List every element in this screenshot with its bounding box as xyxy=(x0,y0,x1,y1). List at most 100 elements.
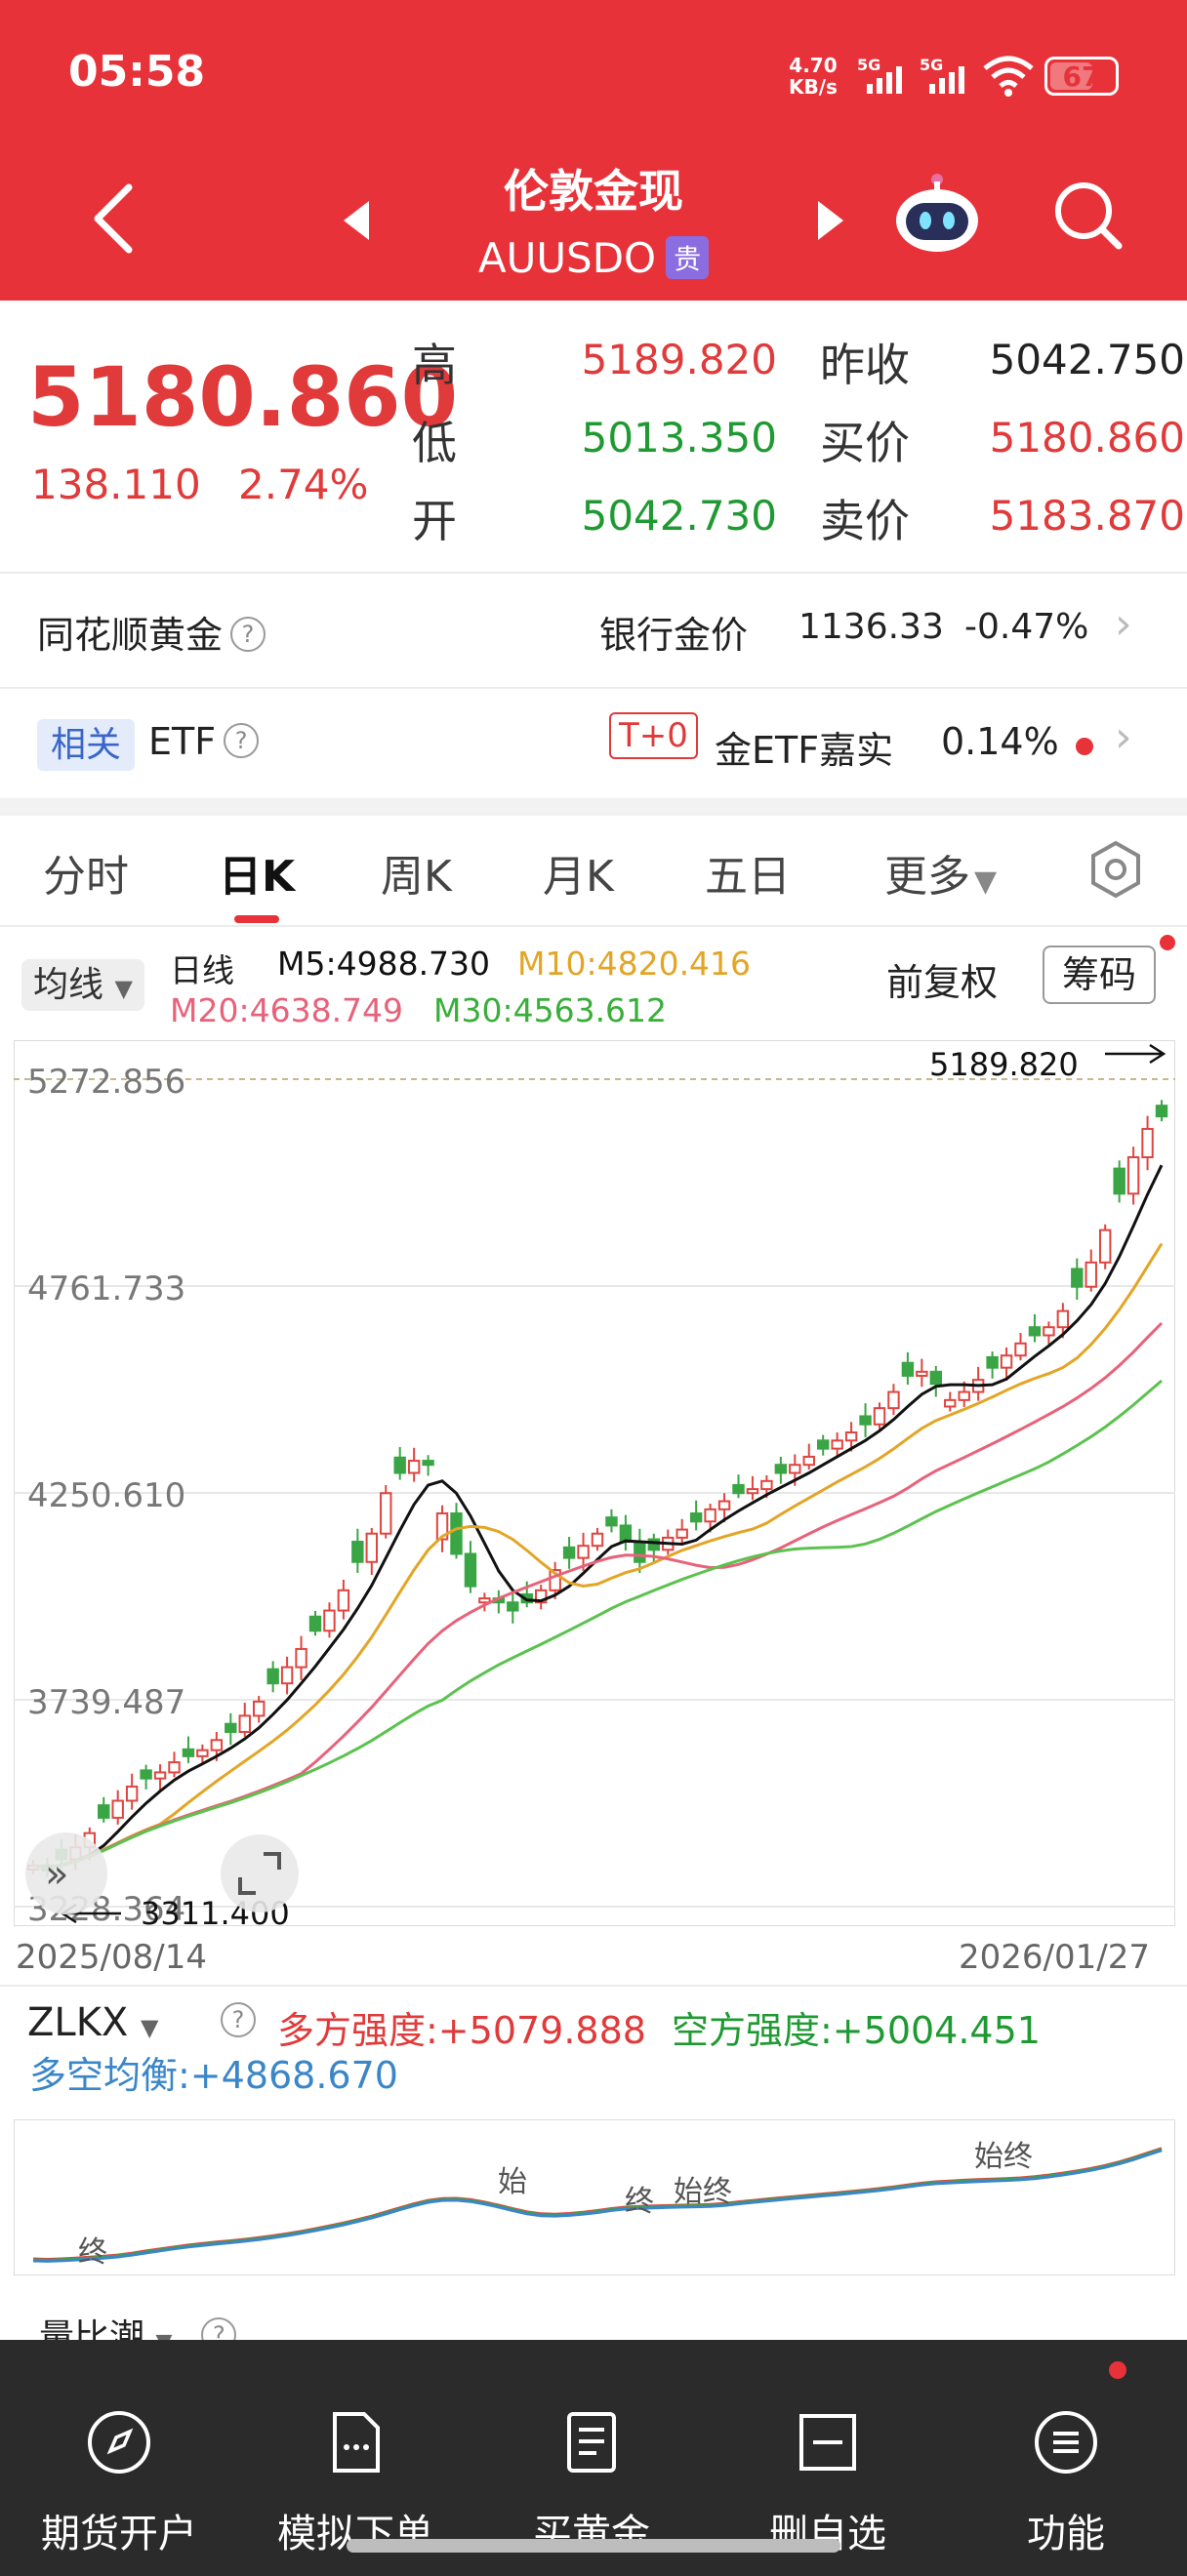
bottom-nav: 期货开户 模拟下单 买黄金 删自选 功能 xyxy=(0,2340,1187,2576)
zlkx-selector[interactable]: ZLKX ▼ xyxy=(27,2000,159,2045)
candle xyxy=(196,1744,209,1765)
menu-circle-icon xyxy=(1035,2411,1097,2474)
adjust-mode[interactable]: 前复权 xyxy=(886,961,999,1004)
candle xyxy=(844,1422,858,1452)
zlkx-line xyxy=(32,2149,1163,2263)
red-dot-icon xyxy=(1076,738,1093,755)
candle xyxy=(1014,1333,1027,1361)
nav-functions[interactable]: 功能 xyxy=(968,2408,1164,2558)
ma-selector-label: 均线 xyxy=(33,965,104,1005)
candle xyxy=(675,1518,688,1545)
collapse-left-icon xyxy=(25,1832,107,1914)
zlkx-mark: 终 xyxy=(625,2185,654,2219)
red-dot-icon xyxy=(1109,2361,1126,2379)
minus-box-icon xyxy=(799,2414,856,2471)
precious-badge: 贵 xyxy=(666,236,710,279)
help-icon[interactable]: ? xyxy=(224,723,260,758)
prev-symbol-icon[interactable] xyxy=(340,199,373,242)
candle xyxy=(450,1503,463,1559)
tab-five-day[interactable]: 五日 xyxy=(705,852,791,902)
tab-intraday[interactable]: 分时 xyxy=(43,852,129,902)
home-indicator[interactable] xyxy=(347,2539,840,2553)
candle xyxy=(153,1764,167,1791)
divider xyxy=(0,572,1187,574)
page-title: 伦敦金现 xyxy=(504,165,683,218)
wifi-icon xyxy=(983,56,1034,97)
caret-down-icon: ▼ xyxy=(141,2014,159,2041)
ma-lines xyxy=(32,1164,1164,1871)
candle xyxy=(435,1505,449,1552)
candle xyxy=(732,1474,745,1499)
etf-row[interactable]: 相关 ETF? T+0 金ETF嘉实 0.14% › xyxy=(0,691,1187,798)
net-speed-value: 4.70 xyxy=(789,54,838,77)
candle xyxy=(478,1592,491,1612)
ma-line-m30 xyxy=(32,1379,1163,1871)
candle xyxy=(1126,1147,1140,1205)
nav-label: 功能 xyxy=(1027,2512,1105,2556)
nav-remove-watchlist[interactable]: 删自选 xyxy=(730,2408,925,2558)
candle xyxy=(1043,1321,1055,1345)
candle xyxy=(717,1493,731,1523)
bid-label: 买价 xyxy=(820,417,910,469)
tab-daily-k[interactable]: 日K xyxy=(219,852,296,902)
y-axis-label: 5272.856 xyxy=(27,1063,185,1102)
section-gap xyxy=(0,798,1187,816)
ma30-value: M30:4563.612 xyxy=(433,991,668,1029)
zlkx-mark: 始终 xyxy=(674,2175,732,2209)
candle xyxy=(365,1527,379,1576)
help-icon[interactable]: ? xyxy=(230,617,266,652)
ma-selector[interactable]: 均线 ▼ xyxy=(21,956,144,1011)
ma5-value: M5:4988.730 xyxy=(277,945,491,983)
divider xyxy=(0,1985,1187,1987)
ma-line-m10 xyxy=(32,1242,1164,1870)
net-speed: 4.70 KB/s xyxy=(789,55,838,98)
last-price: 5180.860 xyxy=(27,349,459,445)
candle xyxy=(1085,1249,1097,1292)
symbol-code: AUUSDO xyxy=(477,234,657,282)
candle xyxy=(986,1351,999,1379)
divider xyxy=(0,687,1187,689)
candle xyxy=(98,1796,110,1823)
tab-weekly-k[interactable]: 周K xyxy=(381,852,452,902)
etf-label-wrap: ETF? xyxy=(148,720,260,763)
balance-value: 多空均衡:+4868.670 xyxy=(29,2054,398,2097)
low-value: 5013.350 xyxy=(581,414,777,462)
chips-button-label: 筹码 xyxy=(1043,946,1157,1004)
nav-simulated-order[interactable]: 模拟下单 xyxy=(258,2408,453,2558)
tab-monthly-k[interactable]: 月K xyxy=(543,852,614,902)
ma10-value: M10:4820.416 xyxy=(517,945,752,983)
next-symbol-icon[interactable] xyxy=(814,199,847,242)
search-icon[interactable] xyxy=(1052,180,1125,252)
ths-gold-text: 同花顺黄金 xyxy=(37,614,224,657)
t0-tag-wrap: T+0 xyxy=(609,712,698,759)
zlkx-chart[interactable]: 终 始 终 始终 始终 xyxy=(14,2119,1175,2275)
candle xyxy=(831,1432,843,1458)
zlkx-lines xyxy=(32,2147,1163,2263)
zlkx-help[interactable]: ? xyxy=(213,2002,256,2037)
settings-icon[interactable] xyxy=(1085,839,1146,900)
candle xyxy=(605,1509,618,1533)
chips-button[interactable]: 筹码 xyxy=(1043,945,1157,1004)
candle xyxy=(916,1358,928,1388)
robot-assistant-icon[interactable] xyxy=(892,172,982,256)
back-icon[interactable] xyxy=(88,181,137,256)
candle xyxy=(337,1580,350,1620)
ths-gold-row[interactable]: 同花顺黄金? 银行金价 1136.33 -0.47% › xyxy=(0,576,1187,685)
candlestick-chart[interactable]: 5272.8564761.7334250.6103739.4873228.364… xyxy=(14,1040,1175,1926)
candle xyxy=(549,1561,561,1599)
nav-buy-gold[interactable]: 买黄金 xyxy=(494,2408,689,2558)
candle xyxy=(168,1751,181,1778)
candle xyxy=(534,1584,548,1610)
high-arrow-icon xyxy=(1105,1043,1167,1065)
etf-label: ETF xyxy=(148,720,217,763)
candle xyxy=(1028,1313,1042,1343)
help-icon[interactable]: ? xyxy=(221,2002,256,2037)
low-label: 低 xyxy=(412,417,457,469)
zlkx-frame xyxy=(14,2119,1175,2275)
bank-gold-change: -0.47% xyxy=(964,607,1089,647)
candle xyxy=(393,1446,406,1480)
candle xyxy=(252,1696,266,1723)
tab-more[interactable]: 更多 ▼ xyxy=(884,841,997,904)
nav-futures-account[interactable]: 期货开户 xyxy=(21,2408,217,2558)
candle xyxy=(1071,1258,1084,1300)
